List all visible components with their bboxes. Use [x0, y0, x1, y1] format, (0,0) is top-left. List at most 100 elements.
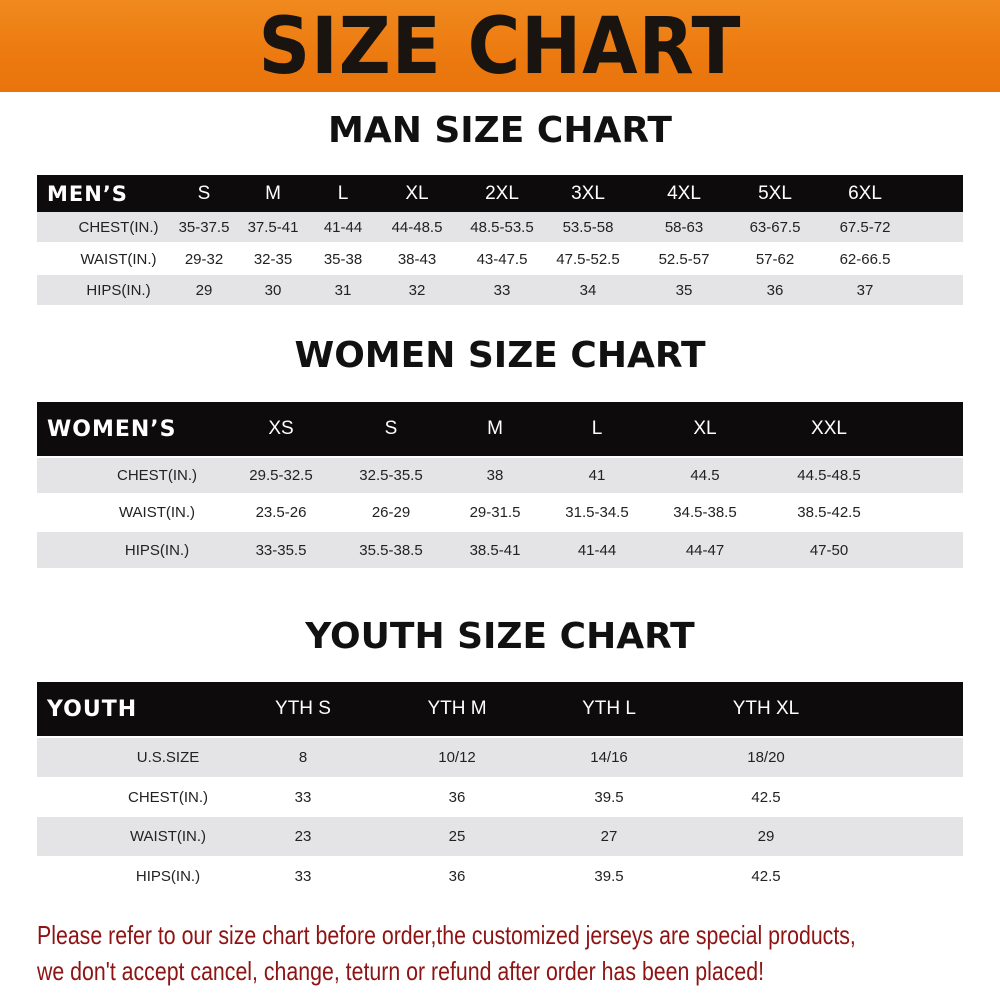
measurement-cell: 41	[588, 467, 606, 484]
measurement-cell: 31.5-34.5	[565, 503, 629, 521]
table-row: CHEST(IN.) 35-37.5 37.5-41 41-44 44-48.5 48.5…	[37, 212, 963, 242]
table-row: CHEST(IN.) 33 36 39.5 42.5	[37, 777, 963, 817]
measurement-cell: 30	[264, 281, 282, 299]
measurement-cell: 34.5-38.5	[673, 503, 737, 521]
size-column-header: XL	[693, 418, 717, 439]
measurement-cell: 38-43	[397, 250, 437, 268]
measurement-cell: 33	[294, 788, 312, 806]
measurement-cell: 58-63	[664, 218, 704, 236]
measurement-cell: 44.5	[690, 467, 720, 484]
measurement-cell: 35-37.5	[178, 218, 230, 236]
measurement-cell: 32-35	[253, 250, 293, 268]
size-column-header: 2XL	[485, 182, 519, 204]
table-title: YOUTH	[47, 696, 138, 722]
measurement-cell: 67.5-72	[839, 218, 891, 236]
size-column-header: YTH L	[582, 698, 636, 719]
table-header-row: WOMEN’S XS S M L XL XXL	[37, 402, 963, 456]
measurement-cell: 63-67.5	[749, 218, 801, 236]
measurement-cell: 32.5-35.5	[359, 467, 423, 484]
measurement-cell: 47.5-52.5	[556, 250, 620, 268]
measurement-cell: 44.5-48.5	[797, 467, 861, 484]
measurement-cell: 36	[766, 281, 784, 299]
measurement-cell: 36	[448, 788, 466, 806]
size-column-header: L	[591, 418, 603, 439]
measurement-cell: 48.5-53.5	[470, 218, 534, 236]
title-banner: SIZE CHART	[0, 0, 1000, 92]
measurement-cell: 38	[486, 467, 504, 484]
measurement-cell: 39.5	[594, 788, 624, 806]
row-label: HIPS(IN.)	[86, 281, 151, 299]
measurement-cell: 39.5	[594, 868, 624, 885]
measurement-cell: 33-35.5	[255, 541, 307, 559]
measurement-cell: 18/20	[747, 749, 785, 766]
measurement-cell: 41-44	[577, 541, 617, 559]
measurement-cell: 27	[600, 828, 618, 845]
row-label: HIPS(IN.)	[135, 868, 201, 885]
measurement-cell: 37	[856, 281, 874, 299]
table-row: HIPS(IN.) 33 36 39.5 42.5	[37, 857, 963, 896]
measurement-cell: 62-66.5	[839, 250, 891, 268]
measurement-cell: 42.5	[751, 788, 781, 806]
measurement-cell: 44-47	[685, 541, 725, 559]
measurement-cell: 37.5-41	[247, 218, 299, 236]
measurement-cell: 26-29	[371, 503, 411, 521]
measurement-cell: 41-44	[323, 218, 363, 236]
row-label: WAIST(IN.)	[80, 250, 157, 268]
row-label: HIPS(IN.)	[124, 541, 190, 559]
banner-title: SIZE CHART	[258, 2, 742, 92]
size-column-header: YTH S	[275, 698, 331, 719]
measurement-cell: 25	[448, 828, 466, 845]
measurement-cell: 53.5-58	[562, 218, 614, 236]
size-column-header: XS	[268, 418, 294, 439]
size-column-header: L	[337, 182, 349, 204]
measurement-cell: 47-50	[809, 541, 849, 559]
table-row: CHEST(IN.) 29.5-32.5 32.5-35.5 38 41 44.5 44.5…	[37, 458, 963, 493]
measurement-cell: 42.5	[751, 868, 781, 885]
measurement-cell: 44-48.5	[391, 218, 443, 236]
measurement-cell: 52.5-57	[658, 250, 710, 268]
women-section-title: WOMEN SIZE CHART	[294, 335, 706, 376]
measurement-cell: 8	[298, 749, 308, 766]
measurement-cell: 35-38	[323, 250, 363, 268]
measurement-cell: 33	[493, 281, 511, 299]
table-header-row: YOUTH YTH S YTH M YTH L YTH XL	[37, 682, 963, 736]
size-column-header: 6XL	[848, 182, 882, 204]
row-label: CHEST(IN.)	[117, 467, 197, 484]
table-row: WAIST(IN.) 29-32 32-35 35-38 38-43 43-47.5 47.…	[37, 244, 963, 274]
size-column-header: 5XL	[758, 182, 792, 204]
measurement-cell: 33	[294, 868, 312, 885]
table-title: MEN’S	[47, 181, 128, 206]
measurement-cell: 29-31.5	[469, 503, 521, 521]
notice-line-1: Please refer to our size chart before or…	[37, 920, 856, 950]
measurement-cell: 43-47.5	[476, 250, 528, 268]
size-column-header: 4XL	[667, 182, 701, 204]
measurement-cell: 35.5-38.5	[359, 541, 423, 559]
row-label: WAIST(IN.)	[129, 828, 207, 845]
size-column-header: M	[487, 418, 503, 439]
measurement-cell: 14/16	[590, 749, 628, 766]
table-title: WOMEN’S	[47, 416, 177, 442]
measurement-cell: 29-32	[184, 250, 224, 268]
measurement-cell: 38.5-41	[469, 541, 521, 559]
size-column-header: XL	[405, 182, 429, 204]
size-column-header: S	[197, 182, 211, 204]
measurement-cell: 34	[579, 281, 597, 299]
row-label: U.S.SIZE	[136, 749, 200, 766]
size-column-header: 3XL	[571, 182, 605, 204]
measurement-cell: 23.5-26	[255, 503, 307, 521]
youth-section-title: YOUTH SIZE CHART	[305, 616, 695, 657]
measurement-cell: 36	[448, 868, 466, 885]
size-column-header: S	[384, 418, 398, 439]
measurement-cell: 32	[408, 281, 426, 299]
row-label: CHEST(IN.)	[78, 218, 159, 236]
table-row: U.S.SIZE 8 10/12 14/16 18/20	[37, 738, 963, 777]
measurement-cell: 57-62	[755, 250, 795, 268]
men-section-title: MAN SIZE CHART	[328, 110, 672, 151]
row-label: CHEST(IN.)	[128, 788, 208, 806]
notice-line-2: we don't accept cancel, change, teturn o…	[37, 956, 765, 986]
row-label: WAIST(IN.)	[118, 503, 196, 521]
measurement-cell: 38.5-42.5	[797, 503, 861, 521]
size-column-header: XXL	[811, 418, 847, 439]
measurement-cell: 35	[675, 281, 693, 299]
size-column-header: YTH M	[427, 698, 487, 719]
